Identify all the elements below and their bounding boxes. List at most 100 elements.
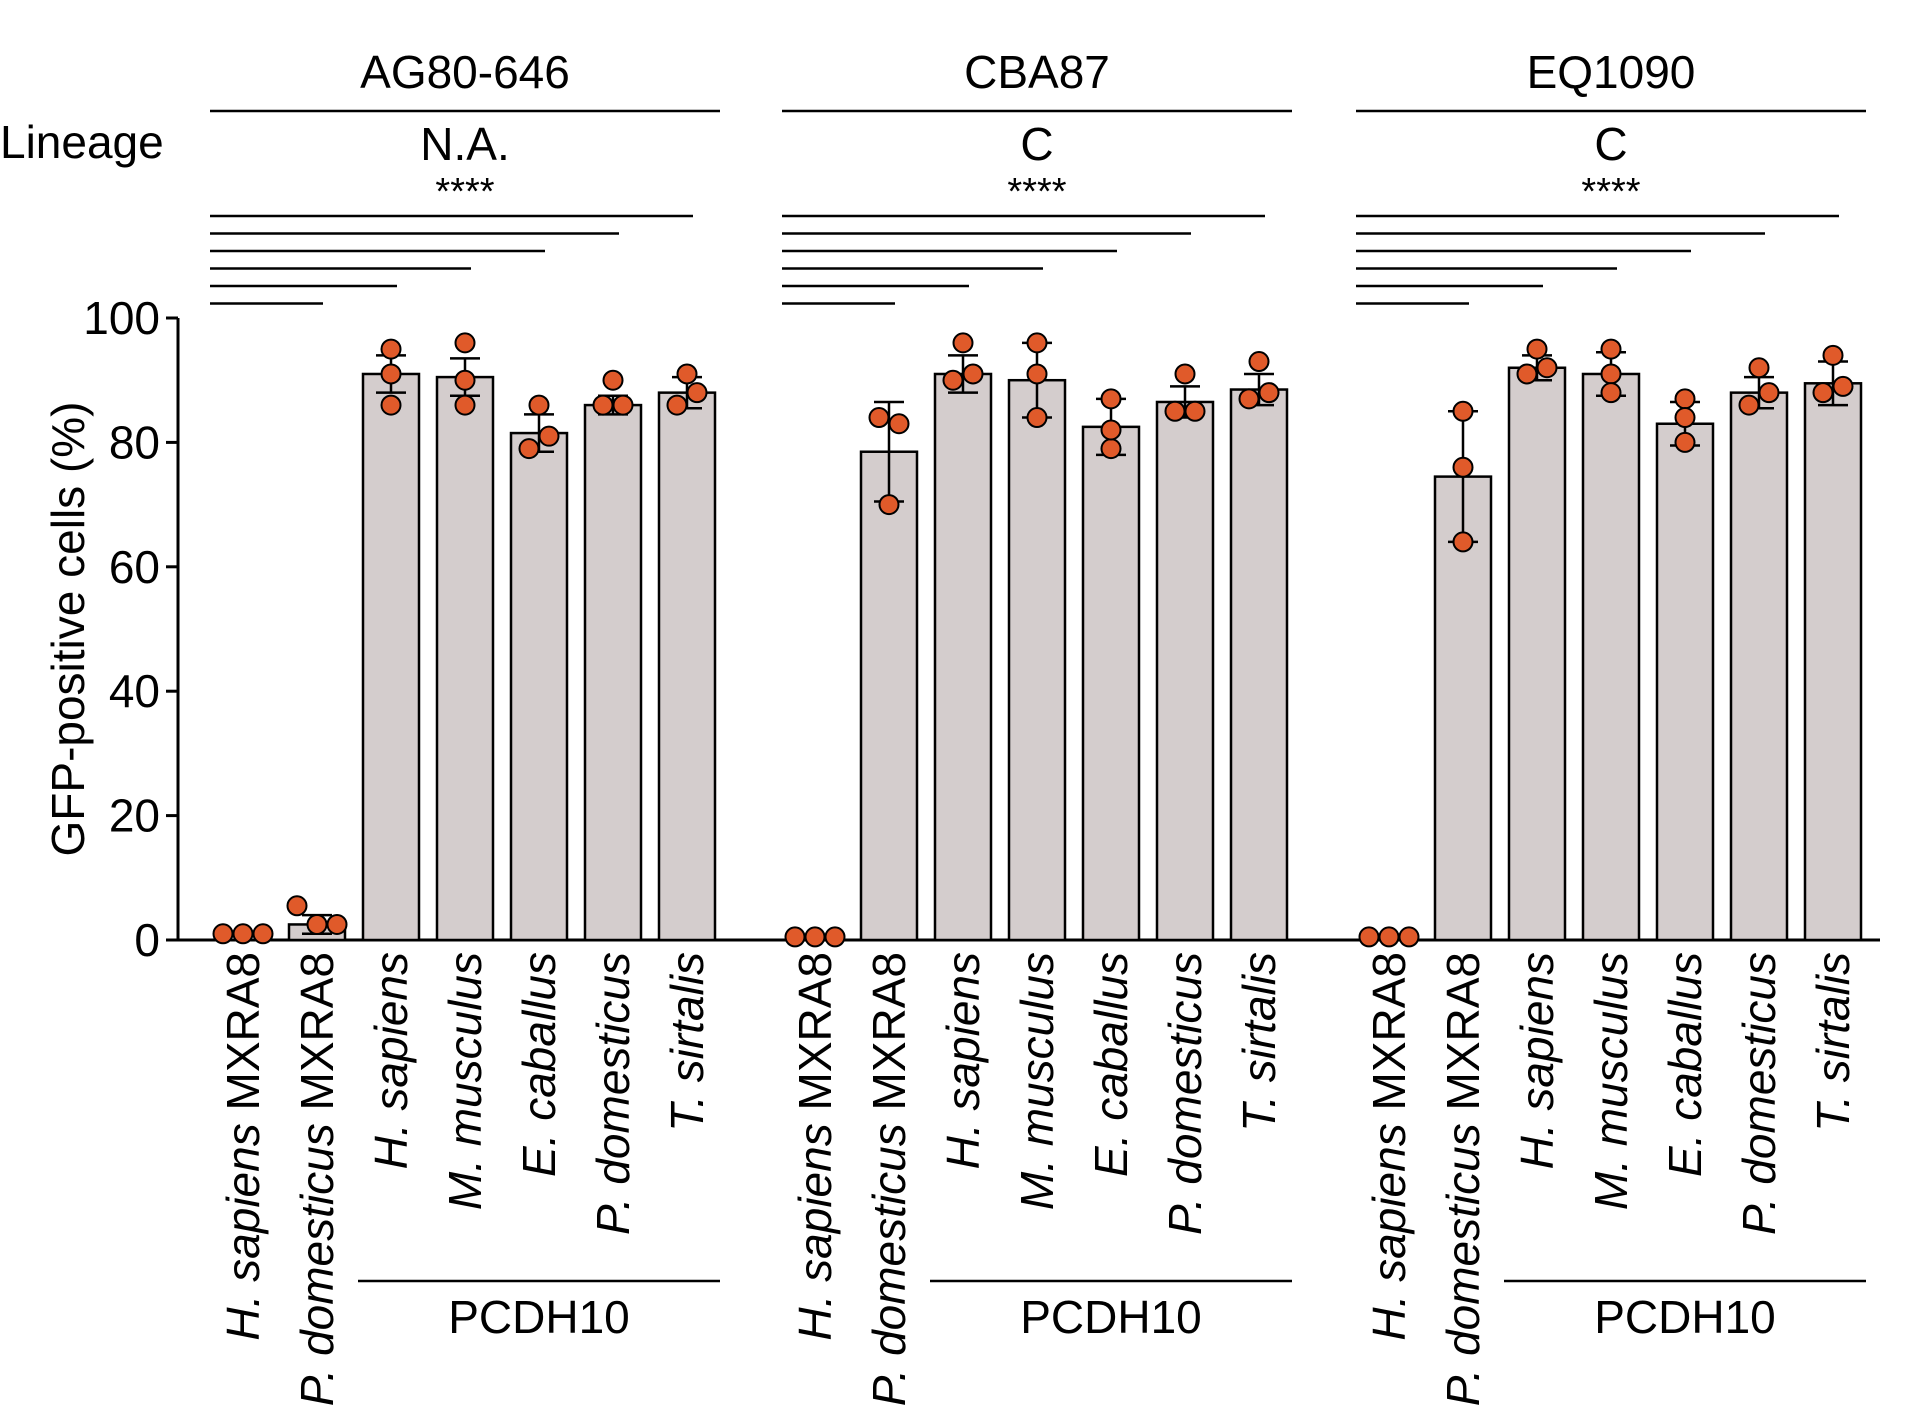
bar [1081, 425, 1141, 942]
category-label: P. domesticus [1733, 952, 1785, 1235]
category-species: P. domesticus [1437, 1123, 1489, 1406]
data-point [380, 338, 402, 360]
bar [657, 391, 717, 942]
data-point [1026, 332, 1048, 354]
bar [1229, 388, 1289, 942]
category-species: M. musculus [439, 952, 491, 1210]
data-point [824, 926, 846, 948]
data-point [602, 369, 624, 391]
data-point [952, 332, 974, 354]
category-label: P. domesticus MXRA8 [291, 952, 343, 1406]
data-point [1674, 388, 1696, 410]
category-species: H. sapiens [1511, 952, 1563, 1169]
data-point [878, 494, 900, 516]
category-species: M. musculus [1011, 952, 1063, 1210]
data-point [454, 332, 476, 354]
data-point [380, 363, 402, 385]
data-point [454, 394, 476, 416]
bar [361, 372, 421, 942]
y-axis-ticks: 0 20 40 60 80 100 [83, 292, 178, 966]
category-species: T. sirtalis [1807, 952, 1859, 1132]
group-label: PCDH10 [1594, 1291, 1776, 1343]
bar [435, 375, 495, 942]
category-label: H. sapiens MXRA8 [217, 952, 269, 1341]
bar [859, 450, 919, 942]
data-point [1238, 388, 1260, 410]
category-label: P. domesticus [1159, 952, 1211, 1235]
data-point [380, 394, 402, 416]
data-point [676, 363, 698, 385]
data-point [888, 413, 910, 435]
category-label: H. sapiens [1511, 952, 1563, 1169]
data-point [1174, 363, 1196, 385]
y-tick-label: 80 [109, 416, 160, 468]
data-point [686, 382, 708, 404]
data-point [212, 923, 234, 945]
data-point [1452, 531, 1474, 553]
data-point [1452, 456, 1474, 478]
group-label: PCDH10 [1020, 1291, 1202, 1343]
data-point [1164, 400, 1186, 422]
lineage-row-label: Lineage [0, 116, 164, 168]
category-label: H. sapiens MXRA8 [789, 952, 841, 1341]
significance-label: **** [1007, 171, 1066, 213]
category-species: P. domesticus [587, 952, 639, 1235]
category-label: P. domesticus MXRA8 [863, 952, 915, 1406]
category-species: E. caballus [1085, 952, 1137, 1177]
data-point [1026, 407, 1048, 429]
data-point [804, 926, 826, 948]
bar [1803, 382, 1863, 942]
significance-label: **** [1581, 171, 1640, 213]
data-point [1452, 400, 1474, 422]
category-species: P. domesticus [863, 1123, 915, 1406]
category-label: E. caballus [513, 952, 565, 1177]
significance-label: **** [435, 171, 494, 213]
data-point [1748, 357, 1770, 379]
lineage-label: N.A. [420, 118, 509, 170]
data-point [1258, 382, 1280, 404]
bar [583, 403, 643, 942]
data-point [784, 926, 806, 948]
bar [1581, 372, 1641, 942]
category-species: P. domesticus [291, 1123, 343, 1406]
category-label: P. domesticus MXRA8 [1437, 952, 1489, 1406]
data-point [1674, 431, 1696, 453]
data-point [252, 923, 274, 945]
lineage-label: C [1594, 118, 1627, 170]
category-label: P. domesticus [587, 952, 639, 1235]
data-point [1822, 344, 1844, 366]
category-suffix: MXRA8 [1437, 952, 1489, 1123]
bar [1729, 391, 1789, 942]
data-point [286, 895, 308, 917]
bar [1007, 378, 1067, 942]
data-point [666, 394, 688, 416]
data-point [1600, 363, 1622, 385]
data-point [306, 913, 328, 935]
category-label: M. musculus [1585, 952, 1637, 1210]
data-point [942, 369, 964, 391]
data-point [1100, 388, 1122, 410]
category-label: E. caballus [1085, 952, 1137, 1177]
bar [933, 372, 993, 942]
data-point [454, 369, 476, 391]
data-point [1832, 375, 1854, 397]
category-species: E. caballus [1659, 952, 1711, 1177]
bar [1433, 475, 1493, 942]
bar [1155, 400, 1215, 942]
data-point [1026, 363, 1048, 385]
lineage-label: C [1020, 118, 1053, 170]
category-species: H. sapiens [217, 1123, 269, 1340]
y-tick-label: 100 [83, 292, 160, 344]
category-suffix: MXRA8 [789, 952, 841, 1123]
data-point [868, 407, 890, 429]
data-point [612, 394, 634, 416]
category-species: H. sapiens [789, 1123, 841, 1340]
y-tick-label: 20 [109, 790, 160, 842]
data-point [1812, 382, 1834, 404]
data-point [1248, 351, 1270, 373]
category-species: M. musculus [1585, 952, 1637, 1210]
category-species: E. caballus [513, 952, 565, 1177]
data-point [232, 923, 254, 945]
